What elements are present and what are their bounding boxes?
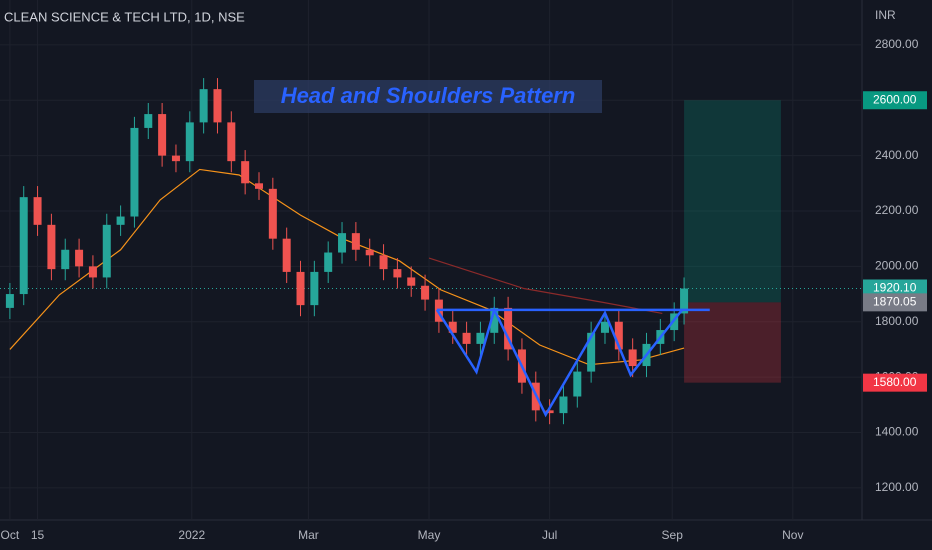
price-label-box <box>863 279 927 298</box>
x-tick-label: 2022 <box>178 528 205 542</box>
y-tick-label: 2200.00 <box>875 203 919 217</box>
x-tick-label: Nov <box>782 528 803 542</box>
x-tick-label: Sep <box>662 528 684 542</box>
candle-body <box>185 122 194 162</box>
annotation: Head and Shoulders Pattern <box>281 83 576 108</box>
price-label-box <box>863 293 927 312</box>
x-tick-label: 15 <box>31 528 45 542</box>
candle-body <box>573 371 582 397</box>
candle-body <box>504 307 513 350</box>
y-tick-label: 1800.00 <box>875 314 919 328</box>
candle-body <box>338 233 347 253</box>
candle-body <box>213 89 222 123</box>
candle-body <box>61 249 70 270</box>
candle-body <box>102 224 111 278</box>
candle-body <box>421 285 430 300</box>
candle-body <box>407 277 416 286</box>
price-label: 2600.00 <box>873 92 917 106</box>
y-tick-label: 2400.00 <box>875 148 919 162</box>
x-tick-label: Oct <box>1 528 20 542</box>
candle-body <box>559 396 568 414</box>
candle-body <box>254 183 263 189</box>
price-label-box <box>863 373 927 392</box>
candle-body <box>75 249 84 267</box>
candle-body <box>600 321 609 333</box>
candle-body <box>268 188 277 239</box>
candle-body <box>310 271 319 306</box>
y-tick-label: 2000.00 <box>875 259 919 273</box>
price-label: 1920.10 <box>873 281 917 295</box>
candle-body <box>587 332 596 372</box>
candle-body <box>130 127 139 217</box>
candle-body <box>33 197 42 225</box>
price-label: 1870.05 <box>873 295 917 309</box>
candle-body <box>545 410 554 414</box>
pattern-line <box>435 306 684 418</box>
candle-body <box>296 271 305 306</box>
candle-body <box>19 197 28 295</box>
candle-body <box>490 307 499 333</box>
chart-title: CLEAN SCIENCE & TECH LTD, 1D, NSE <box>4 9 245 24</box>
target-zone <box>684 100 781 303</box>
candle-body <box>324 252 333 272</box>
candle-body <box>614 321 623 350</box>
candle-body <box>158 114 167 156</box>
candle-body <box>448 321 457 333</box>
candle-body <box>462 332 471 344</box>
x-tick-label: Mar <box>298 528 319 542</box>
candle-body <box>116 216 125 225</box>
x-tick-label: May <box>418 528 441 542</box>
price-label-box <box>863 91 927 110</box>
candle-body <box>241 161 250 184</box>
candle-body <box>379 255 388 270</box>
candle-body <box>351 233 360 250</box>
y-tick-label: 2800.00 <box>875 37 919 51</box>
candle-body <box>227 122 236 162</box>
annotation-box <box>254 80 602 113</box>
y-tick-label: 1400.00 <box>875 425 919 439</box>
moving-average <box>428 257 663 315</box>
candle-body <box>144 114 153 128</box>
candle-body <box>680 288 689 314</box>
price-label: 1580.00 <box>873 375 917 389</box>
candle-body <box>393 269 402 278</box>
stop-zone <box>684 302 781 383</box>
axis-unit: INR <box>875 8 896 22</box>
candle-body <box>47 224 56 270</box>
candle-body <box>365 249 374 256</box>
candle-body <box>171 155 180 162</box>
candle-body <box>628 349 637 367</box>
candle-body <box>5 294 14 308</box>
candle-body <box>199 89 208 123</box>
x-tick-label: Jul <box>542 528 557 542</box>
candle-body <box>88 266 97 278</box>
y-tick-label: 1200.00 <box>875 480 919 494</box>
candle-body <box>476 332 485 344</box>
candle-body <box>282 238 291 272</box>
